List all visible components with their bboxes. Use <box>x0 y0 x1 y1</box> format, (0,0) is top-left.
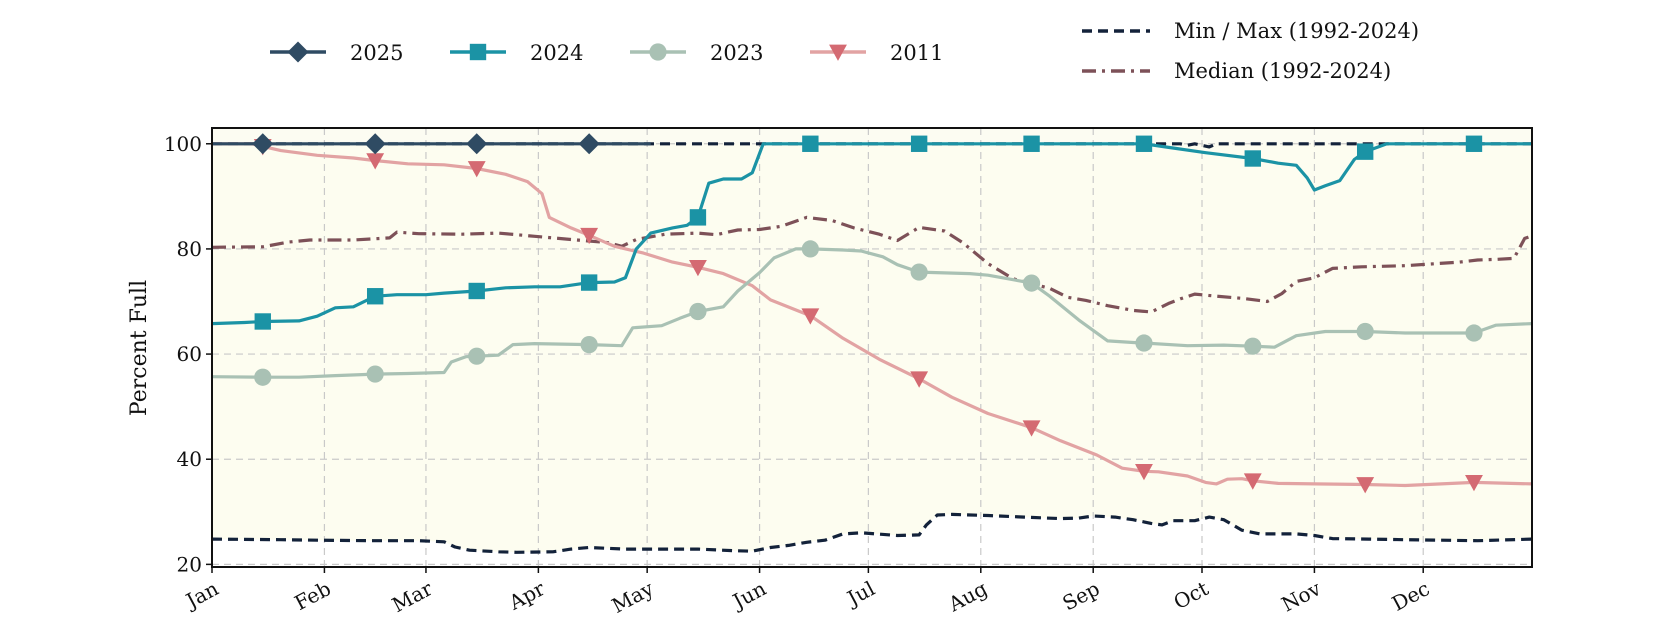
series-2024-point <box>910 135 928 152</box>
series-2011-point <box>801 308 820 325</box>
min-max-band <box>212 143 1532 553</box>
x-tick-label: Feb <box>290 576 334 615</box>
series-2023-point <box>366 365 384 383</box>
series-2024-point <box>468 282 485 300</box>
y-tick-label: 80 <box>177 237 202 261</box>
legend-label-2011: 2011 <box>890 41 943 65</box>
series-2024-point <box>802 135 819 152</box>
y-axis-title: Percent Full <box>127 280 152 416</box>
plot-area <box>211 128 1533 567</box>
series-2011-point <box>467 161 486 178</box>
series-2023-point <box>801 240 819 258</box>
legend-label-2023: 2023 <box>710 41 763 65</box>
series-2011-point <box>910 371 929 388</box>
series-2011-point <box>1022 420 1041 437</box>
x-tick-label: Dec <box>1388 576 1434 616</box>
y-tick-label: 100 <box>164 132 202 156</box>
x-tick-label: Jun <box>727 576 770 614</box>
series-2024-point <box>1135 135 1153 152</box>
max-line <box>212 142 1532 149</box>
series-2011-point <box>1135 463 1153 481</box>
legend-label-minmax: Min / Max (1992-2024) <box>1174 19 1419 43</box>
legend-marker-2025 <box>287 41 309 63</box>
x-tick-label: Nov <box>1277 576 1325 617</box>
x-tick-label: Jan <box>180 576 222 614</box>
series-2024-point <box>689 209 707 226</box>
y-tick-label: 60 <box>177 342 202 366</box>
series-2023-point <box>1135 334 1153 352</box>
series-2025-point <box>466 133 488 155</box>
series-2011-line <box>212 142 1533 488</box>
series-2011-point <box>689 259 707 277</box>
x-tick-label: Sep <box>1058 576 1103 615</box>
series-2023-point <box>1022 274 1041 292</box>
series-2024-point <box>1465 135 1483 152</box>
series-2023-point <box>689 302 707 321</box>
series-2025-point <box>364 133 386 155</box>
series-2011-point <box>580 227 599 245</box>
y-tick-label: 40 <box>177 447 202 471</box>
legend-marker-2024 <box>469 43 487 61</box>
series-2011-point <box>1356 477 1375 494</box>
x-tick-label: Aug <box>944 576 992 617</box>
y-tick-label: 20 <box>177 552 202 576</box>
min-line <box>211 512 1533 554</box>
series-2025-point <box>252 133 274 155</box>
series-2024-point <box>1244 150 1261 167</box>
series-2023-point <box>1356 322 1374 341</box>
x-tick-label: Oct <box>1170 576 1213 614</box>
x-tick-label: Mar <box>388 576 437 617</box>
series-2011-point <box>1465 475 1483 492</box>
x-tick-label: Apr <box>504 576 549 615</box>
series-2025-point <box>578 133 600 155</box>
legend-label-2025: 2025 <box>350 41 403 65</box>
legend-marker-2011 <box>829 44 847 61</box>
series-2011-point <box>1243 473 1262 490</box>
series-2023-point <box>1465 324 1483 342</box>
series-2011-point <box>366 153 385 170</box>
legend-label-2024: 2024 <box>530 41 583 65</box>
series-2024-line <box>211 142 1532 326</box>
series-2023-point <box>1244 337 1262 355</box>
legend-marker-2023 <box>649 43 667 61</box>
x-tick-label: Jul <box>842 576 879 611</box>
series-2024-point <box>580 274 598 291</box>
legend-label-median: Median (1992-2024) <box>1174 59 1391 83</box>
legend: 2025 2024 2023 2011 Min / Max (1992-2024) Med… <box>270 19 1419 83</box>
series-2024-point <box>254 313 271 330</box>
plot-frame <box>211 127 1533 568</box>
series-2023-point <box>254 368 272 386</box>
series-2023-point <box>910 263 928 281</box>
series-2023-point <box>468 347 486 365</box>
median-line <box>211 215 1533 314</box>
series-2024-point <box>1356 143 1374 160</box>
x-tick-label: May <box>608 576 658 618</box>
series-2024-point <box>366 288 384 305</box>
series-2023-point <box>580 335 598 354</box>
series-2024-point <box>1023 135 1040 152</box>
